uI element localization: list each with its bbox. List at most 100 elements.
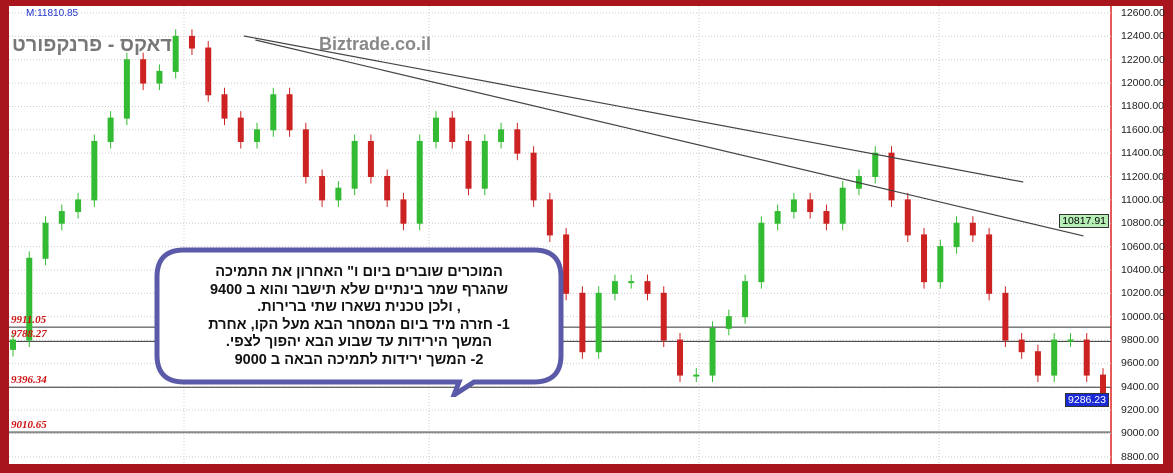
trendline xyxy=(243,35,1024,183)
candle-body xyxy=(237,117,244,142)
candle-body xyxy=(595,292,602,353)
candle-body xyxy=(872,152,879,178)
candle-body xyxy=(188,35,195,49)
candle-body xyxy=(937,246,944,283)
candle-body xyxy=(742,281,749,318)
candle-body xyxy=(969,222,976,236)
candle-body xyxy=(416,140,423,224)
candle-body xyxy=(660,292,667,341)
y-tick-label: 12600.00 xyxy=(1121,7,1165,19)
callout-line: המוכרים שוברים ביום ו" האחרון את התמיכה xyxy=(215,264,503,280)
max-label: M:11810.85 xyxy=(26,8,79,19)
y-tick-label: 9200.00 xyxy=(1121,404,1159,417)
callout-text: המוכרים שוברים ביום ו" האחרון את התמיכה … xyxy=(159,264,559,369)
candle-body xyxy=(725,316,732,329)
candle-body xyxy=(839,187,846,224)
ref-price-tag: 10817.91 xyxy=(1059,214,1109,229)
candle-body xyxy=(953,222,960,248)
candle-body xyxy=(335,187,342,201)
candle-body xyxy=(319,176,326,201)
candle-body xyxy=(140,59,147,84)
y-tick-label: 12400.00 xyxy=(1121,30,1165,43)
y-tick-label: 11400.00 xyxy=(1121,147,1165,160)
y-tick-label: 11000.00 xyxy=(1121,193,1165,206)
candle-body xyxy=(693,374,700,377)
candle-body xyxy=(498,129,505,142)
y-tick-label: 8800.00 xyxy=(1121,450,1159,463)
candle-body xyxy=(611,281,618,294)
y-tick-label: 12000.00 xyxy=(1121,77,1165,90)
candle-body xyxy=(530,152,537,201)
y-tick-label: 11600.00 xyxy=(1121,123,1165,136)
candle-body xyxy=(579,292,586,353)
candle-body xyxy=(172,35,179,72)
candle-body xyxy=(1051,339,1058,376)
candle-body xyxy=(904,199,911,236)
callout-line: 1- חזרה מיד ביום המסחר הבא מעל הקו, אחרת xyxy=(208,316,510,333)
candle-body xyxy=(1083,339,1090,376)
candle-body xyxy=(26,257,33,341)
candle-body xyxy=(807,199,814,213)
candle-body xyxy=(1002,292,1009,341)
chart-frame: M:11810.85 דאקס - פרנקפורט Biztrade.co.i… xyxy=(9,6,1165,464)
candle-body xyxy=(432,117,439,142)
candle-body xyxy=(367,140,374,178)
candle-body xyxy=(449,117,456,142)
candle-body xyxy=(921,234,928,283)
candle-body xyxy=(302,129,309,178)
y-tick-label: 10400.00 xyxy=(1121,263,1165,276)
candle-body xyxy=(10,339,16,350)
brand-watermark: Biztrade.co.il xyxy=(319,34,432,54)
level-label: 9911.05 xyxy=(11,314,47,327)
y-tick-label: 10600.00 xyxy=(1121,240,1165,253)
candle-body xyxy=(42,222,49,259)
candle-body xyxy=(123,59,130,119)
candle-body xyxy=(286,94,293,131)
y-tick-label: 10200.00 xyxy=(1121,287,1165,300)
callout-line: 2- המשך ירידות לתמיכה הבאה ב 9000 xyxy=(234,351,484,368)
candle-body xyxy=(91,140,98,201)
candle-body xyxy=(644,281,651,294)
candle-body xyxy=(1034,351,1041,376)
candle-body xyxy=(790,199,797,213)
candle-body xyxy=(1018,339,1025,353)
candle-body xyxy=(546,199,553,236)
y-tick-label: 10000.00 xyxy=(1121,310,1165,323)
candle-body xyxy=(823,211,830,224)
y-tick-label: 9400.00 xyxy=(1121,380,1159,393)
candle-body xyxy=(677,339,684,376)
candle-body xyxy=(986,234,993,294)
candle-body xyxy=(270,94,277,131)
candle-body xyxy=(205,47,212,96)
candle-body xyxy=(221,94,228,119)
y-tick-label: 11200.00 xyxy=(1121,170,1165,183)
chart-title: דאקס - פרנקפורט xyxy=(12,34,172,56)
candle-body xyxy=(465,140,472,189)
candle-body xyxy=(514,129,521,154)
candle-body xyxy=(1067,339,1074,342)
level-label: 9010.65 xyxy=(11,419,47,432)
callout-line: , ולכן טכנית נשארו שתי ברירות. xyxy=(257,299,461,315)
candle-body xyxy=(107,117,114,142)
candle-body xyxy=(774,211,781,224)
level-label: 9396.34 xyxy=(11,374,47,387)
candle-body xyxy=(400,199,407,224)
candle-body xyxy=(156,70,163,84)
candle-body xyxy=(58,211,65,224)
callout-line: המשך הירידות עד שבוע הבא יהפוך לצפי. xyxy=(225,334,493,350)
candle-body xyxy=(351,140,358,189)
y-tick-label: 9000.00 xyxy=(1121,427,1159,440)
candle-body xyxy=(75,199,82,213)
y-tick-label: 9600.00 xyxy=(1121,357,1159,370)
candle-body xyxy=(628,281,635,284)
candle-body xyxy=(888,152,895,201)
last-price-tag: 9286.23 xyxy=(1065,393,1109,408)
y-tick-label: 12200.00 xyxy=(1121,53,1165,66)
candle-body xyxy=(563,234,570,294)
y-tick-label: 11800.00 xyxy=(1121,100,1165,113)
candle-body xyxy=(709,327,716,376)
candle-body xyxy=(384,176,391,201)
callout-line: שהגרף שמר בינתיים שלא תישבר והוא ב 9400 xyxy=(209,281,509,298)
callout-bubble xyxy=(154,247,564,397)
candle-body xyxy=(481,140,488,189)
